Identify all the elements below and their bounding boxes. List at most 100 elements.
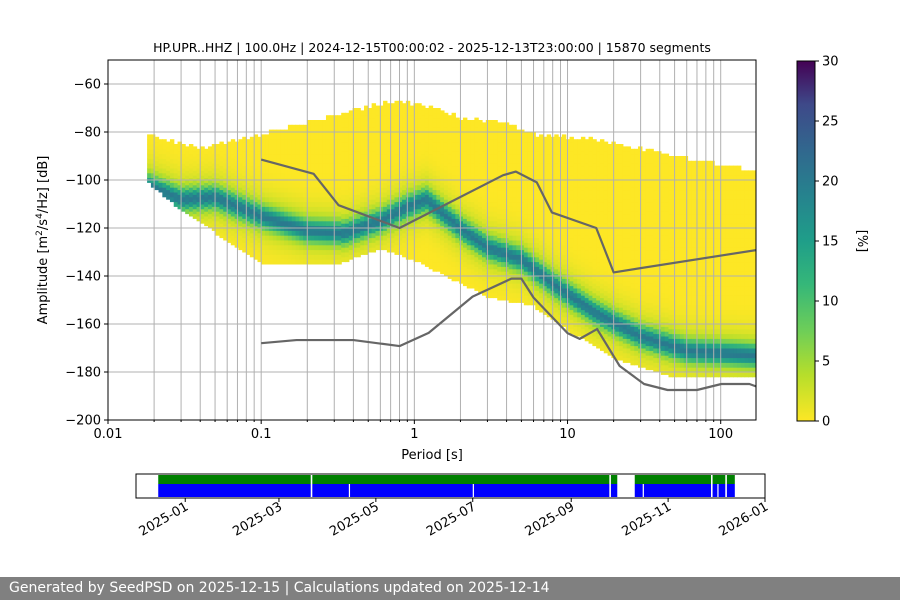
heatmap-cell xyxy=(626,309,632,315)
heatmap-cell xyxy=(710,180,715,186)
heatmap-cell xyxy=(462,199,468,205)
heatmap-cell xyxy=(364,148,369,155)
heatmap-cell xyxy=(619,158,624,164)
heatmap-cell xyxy=(405,163,411,169)
heatmap-cell xyxy=(668,280,673,287)
heatmap-cell xyxy=(367,136,373,143)
heatmap-cell xyxy=(196,206,201,212)
heatmap-cell xyxy=(683,175,689,181)
heatmap-cell xyxy=(702,357,708,363)
heatmap-cell xyxy=(664,326,670,332)
heatmap-cell xyxy=(577,220,582,227)
heatmap-cell xyxy=(325,201,331,207)
heatmap-cell xyxy=(501,271,506,277)
heatmap-cell xyxy=(584,187,590,193)
heatmap-cell xyxy=(482,127,487,133)
heatmap-cell xyxy=(717,280,723,287)
heatmap-cell xyxy=(474,127,479,133)
heatmap-cell xyxy=(462,242,468,248)
heatmap-cell xyxy=(520,259,525,265)
heatmap-cell xyxy=(474,252,479,258)
heatmap-cell xyxy=(641,352,647,359)
heatmap-cell xyxy=(246,192,251,198)
heatmap-cell xyxy=(466,163,472,169)
heatmap-cell xyxy=(721,333,727,339)
heatmap-cell xyxy=(702,280,708,287)
heatmap-cell xyxy=(668,304,673,311)
heatmap-cell xyxy=(580,285,586,291)
heatmap-cell xyxy=(169,148,175,155)
heatmap-cell xyxy=(687,343,692,349)
heatmap-cell xyxy=(333,196,338,203)
heatmap-cell xyxy=(508,182,514,188)
heatmap-cell xyxy=(192,165,198,171)
heatmap-cell xyxy=(592,216,597,222)
heatmap-cell xyxy=(512,144,517,150)
heatmap-cell xyxy=(619,297,624,303)
heatmap-cell xyxy=(478,240,483,246)
heatmap-cell xyxy=(626,180,632,186)
heatmap-cell xyxy=(584,172,590,179)
heatmap-cell xyxy=(223,168,228,174)
heatmap-cell xyxy=(535,304,540,311)
heatmap-cell xyxy=(230,172,236,179)
heatmap-cell xyxy=(554,139,559,145)
heatmap-cell xyxy=(295,206,300,212)
heatmap-cell xyxy=(714,319,719,325)
heatmap-cell xyxy=(569,324,574,330)
heatmap-cell xyxy=(527,247,533,253)
heatmap-cell xyxy=(352,218,358,224)
heatmap-cell xyxy=(462,261,468,267)
heatmap-cell xyxy=(242,156,247,162)
heatmap-cell xyxy=(588,242,593,248)
heatmap-cell xyxy=(379,216,384,222)
heatmap-cell xyxy=(698,367,704,373)
heatmap-cell xyxy=(329,158,335,164)
heatmap-cell xyxy=(284,211,289,217)
heatmap-cell xyxy=(470,211,475,217)
heatmap-cell xyxy=(630,163,635,169)
heatmap-cell xyxy=(520,196,525,203)
heatmap-cell xyxy=(451,165,456,171)
heatmap-cell xyxy=(561,307,567,313)
heatmap-cell xyxy=(314,182,319,188)
heatmap-cell xyxy=(569,194,574,200)
heatmap-cell xyxy=(580,319,586,325)
heatmap-cell xyxy=(284,144,289,150)
heatmap-cell xyxy=(188,148,194,155)
heatmap-cell xyxy=(462,127,468,133)
heatmap-cell xyxy=(607,350,612,356)
heatmap-cell xyxy=(474,228,479,234)
heatmap-cell xyxy=(497,266,502,272)
heatmap-cell xyxy=(185,175,190,181)
heatmap-cell xyxy=(398,244,403,251)
heatmap-cell xyxy=(687,357,692,363)
heatmap-cell xyxy=(428,110,434,116)
heatmap-cell xyxy=(207,213,213,219)
heatmap-cell xyxy=(386,189,392,195)
heatmap-cell xyxy=(440,235,445,241)
heatmap-cell xyxy=(501,180,506,186)
heatmap-cell xyxy=(634,158,639,164)
heatmap-cell xyxy=(653,184,658,191)
heatmap-cell xyxy=(687,170,692,176)
heatmap-cell xyxy=(344,218,350,224)
heatmap-cell xyxy=(683,276,689,282)
heatmap-cell xyxy=(322,249,327,255)
heatmap-cell xyxy=(607,192,612,198)
heatmap-cell xyxy=(402,108,407,114)
heatmap-cell xyxy=(508,168,514,174)
heatmap-cell xyxy=(592,196,597,203)
heatmap-cell xyxy=(512,297,517,303)
heatmap-cell xyxy=(306,134,312,140)
heatmap-cell xyxy=(428,187,434,193)
heatmap-cell xyxy=(626,247,632,253)
heatmap-cell xyxy=(501,223,506,229)
heatmap-cell xyxy=(223,172,228,179)
heatmap-cell xyxy=(409,163,415,169)
heatmap-cell xyxy=(405,148,411,155)
heatmap-cell xyxy=(561,264,567,270)
heatmap-cell xyxy=(676,348,681,354)
heatmap-cell xyxy=(512,206,517,212)
heatmap-cell xyxy=(386,156,392,162)
